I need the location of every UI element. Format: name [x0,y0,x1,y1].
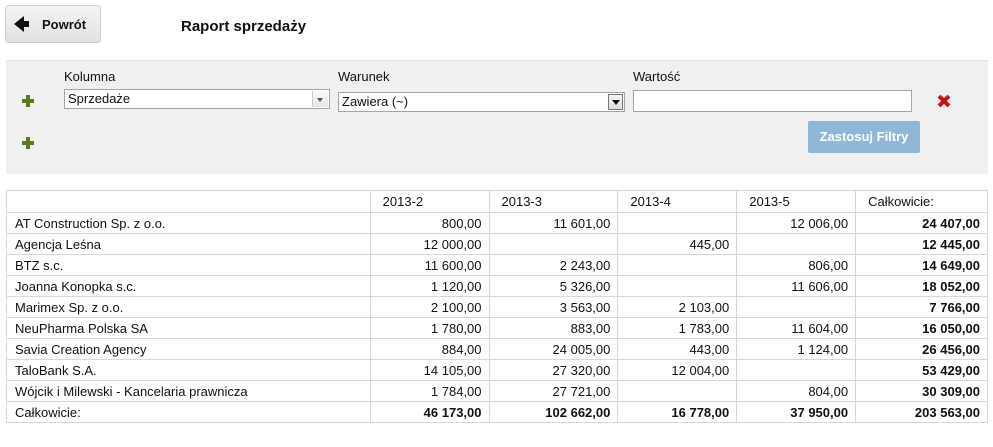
column-label: Kolumna [64,69,116,84]
table-header-cell[interactable]: 2013-3 [488,190,619,213]
totals-label: Całkowicie: [6,401,371,423]
value-label: Wartość [633,69,681,84]
column-select[interactable]: Sprzedaże [64,89,330,109]
table-cell: 27 721,00 [488,380,619,402]
customer-name: BTZ s.c. [6,254,371,276]
column-total: 46 173,00 [369,401,490,423]
customer-name: Savia Creation Agency [6,338,371,360]
table-cell: 11 601,00 [488,212,619,234]
table-cell: 883,00 [488,317,619,339]
table-row: Savia Creation Agency 884,00 24 005,00 4… [6,338,988,360]
table-cell: 2 100,00 [369,296,490,318]
customer-name: Agencja Leśna [6,233,371,255]
filter-panel: Kolumna Warunek Wartość Sprzedaże Zawier… [6,60,988,174]
table-row: Joanna Konopka s.c. 1 120,00 5 326,00 11… [6,275,988,297]
table-cell [736,296,857,318]
table-cell: 2 243,00 [488,254,619,276]
table-cell: 3 563,00 [488,296,619,318]
row-total: 26 456,00 [855,338,988,360]
table-cell: 14 105,00 [369,359,490,381]
column-total: 16 778,00 [617,401,738,423]
chevron-down-icon[interactable] [312,91,328,107]
table-cell: 27 320,00 [488,359,619,381]
table-cell: 11 606,00 [736,275,857,297]
table-cell: 11 604,00 [736,317,857,339]
table-cell: 884,00 [369,338,490,360]
row-total: 24 407,00 [855,212,988,234]
table-cell: 12 004,00 [617,359,738,381]
row-total: 53 429,00 [855,359,988,381]
customer-name: Joanna Konopka s.c. [6,275,371,297]
column-total: 37 950,00 [736,401,857,423]
table-cell: 443,00 [617,338,738,360]
table-cell: 24 005,00 [488,338,619,360]
table-header-cell[interactable]: 2013-4 [617,190,738,213]
table-header-row: 2013-2 2013-3 2013-4 2013-5 Całkowicie: [6,190,988,213]
arrow-left-icon [14,16,29,32]
customer-name: TaloBank S.A. [6,359,371,381]
totals-row: Całkowicie: 46 173,00 102 662,00 16 778,… [6,401,988,423]
table-cell: 2 103,00 [617,296,738,318]
table-row: TaloBank S.A. 14 105,00 27 320,00 12 004… [6,359,988,381]
table-cell: 804,00 [736,380,857,402]
table-row: NeuPharma Polska SA 1 780,00 883,00 1 78… [6,317,988,339]
table-cell: 11 600,00 [369,254,490,276]
table-cell [617,380,738,402]
customer-name: AT Construction Sp. z o.o. [6,212,371,234]
table-row: BTZ s.c. 11 600,00 2 243,00 806,00 14 64… [6,254,988,276]
page-title: Raport sprzedaży [181,18,307,35]
grand-total: 203 563,00 [855,401,988,423]
sales-report-table: 2013-2 2013-3 2013-4 2013-5 Całkowicie: … [6,190,988,423]
table-cell: 1 780,00 [369,317,490,339]
column-select-value: Sprzedaże [68,91,131,106]
table-header-cell[interactable]: Całkowicie: [855,190,988,213]
row-total: 14 649,00 [855,254,988,276]
table-cell: 800,00 [369,212,490,234]
condition-label: Warunek [338,69,390,84]
row-total: 12 445,00 [855,233,988,255]
row-total: 30 309,00 [855,380,988,402]
value-input[interactable] [633,90,912,112]
condition-select[interactable]: Zawiera (~) [338,92,625,112]
table-row: Marimex Sp. z o.o. 2 100,00 3 563,00 2 1… [6,296,988,318]
back-button[interactable]: Powrót [5,5,101,43]
table-cell: 806,00 [736,254,857,276]
customer-name: Marimex Sp. z o.o. [6,296,371,318]
column-total: 102 662,00 [488,401,619,423]
table-header-cell[interactable]: 2013-2 [369,190,490,213]
table-row: Wójcik i Milewski - Kancelaria prawnicza… [6,380,988,402]
add-filter-row-icon[interactable] [22,95,34,107]
table-cell: 1 124,00 [736,338,857,360]
table-header-cell[interactable]: 2013-5 [736,190,857,213]
table-cell: 1 120,00 [369,275,490,297]
table-row: Agencja Leśna 12 000,00 445,00 12 445,00 [6,233,988,255]
table-cell [488,233,619,255]
table-cell [617,275,738,297]
table-row: AT Construction Sp. z o.o. 800,00 11 601… [6,212,988,234]
table-cell [617,212,738,234]
table-cell: 1 783,00 [617,317,738,339]
condition-select-value: Zawiera (~) [342,94,409,109]
row-total: 16 050,00 [855,317,988,339]
table-cell: 445,00 [617,233,738,255]
table-cell [736,233,857,255]
customer-name: Wójcik i Milewski - Kancelaria prawnicza [6,380,371,402]
table-header-cell [6,190,371,213]
add-filter-group-icon[interactable] [22,137,34,149]
chevron-down-icon[interactable] [608,94,623,110]
customer-name: NeuPharma Polska SA [6,317,371,339]
table-cell [617,254,738,276]
apply-filters-button[interactable]: Zastosuj Filtry [808,121,920,153]
table-cell [736,359,857,381]
remove-filter-icon[interactable] [938,95,950,107]
table-cell: 5 326,00 [488,275,619,297]
table-cell: 12 000,00 [369,233,490,255]
row-total: 7 766,00 [855,296,988,318]
row-total: 18 052,00 [855,275,988,297]
table-cell: 1 784,00 [369,380,490,402]
table-cell: 12 006,00 [736,212,857,234]
back-button-label: Powrót [42,16,87,32]
